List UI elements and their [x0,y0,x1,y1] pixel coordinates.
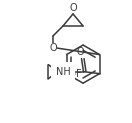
Text: O: O [69,3,77,13]
Text: O: O [77,47,84,57]
Text: O: O [49,43,57,53]
Text: F: F [76,69,81,79]
Text: NH: NH [56,67,70,77]
